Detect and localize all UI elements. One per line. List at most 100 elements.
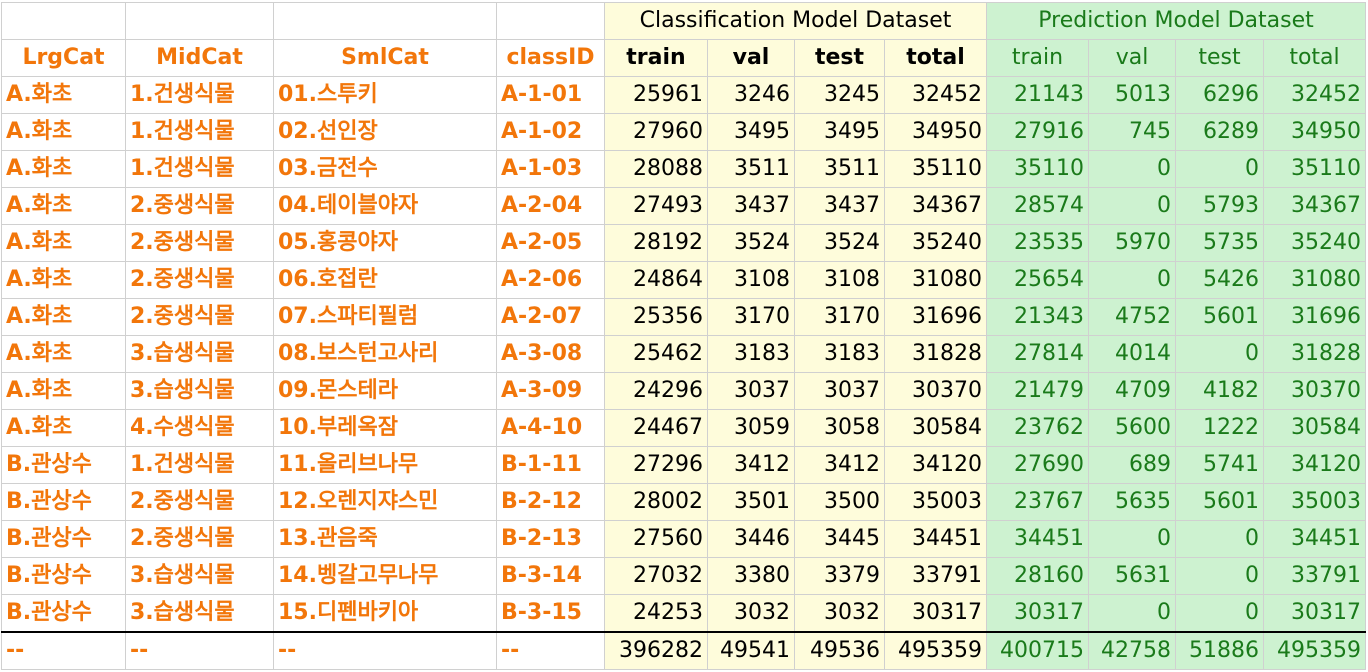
lrgcat-cell: A.화초 [1,372,126,410]
pred-train-cell: 23535 [986,224,1089,262]
cls-test-cell: 3445 [794,520,885,558]
table-row: A.화초 1.건생식물 01.스투키 A-1-01 25961 3246 3245 32452… [1,76,1366,114]
table-row: A.화초 2.중생식물 05.홍콩야자 A-2-05 28192 3524 3524 3524… [1,224,1366,262]
cls-val-cell: 3511 [707,150,795,188]
midcat-cell: 3.습생식물 [125,594,274,633]
midcat-cell: 2.중생식물 [125,261,274,299]
pred-total-cell: 35240 [1263,224,1366,262]
pred-train-cell: 35110 [986,150,1089,188]
pred-val-cell: 0 [1088,520,1176,558]
cls-total-cell: 33791 [884,557,987,595]
col-header-pred-test: test [1175,39,1264,77]
cls-total-cell: 34950 [884,113,987,151]
table-row: A.화초 1.건생식물 02.선인장 A-1-02 27960 3495 3495 34950… [1,113,1366,151]
classid-cell: B-2-13 [496,520,605,558]
cls-total-cell: 30370 [884,372,987,410]
cls-val-cell: 3437 [707,187,795,225]
table-row: A.화초 3.습생식물 08.보스턴고사리 A-3-08 25462 3183 3183 31… [1,335,1366,373]
pred-val-cell: 42758 [1088,631,1176,670]
pred-val-cell: 4752 [1088,298,1176,336]
cls-train-cell: 24296 [604,372,708,410]
totals-row: -- -- -- -- 396282 49541 49536 495359 400715 4275… [1,631,1366,670]
table-row: A.화초 2.중생식물 06.호접란 A-2-06 24864 3108 3108 31080… [1,261,1366,299]
pred-train-cell: 27690 [986,446,1089,484]
pred-test-cell: 0 [1175,557,1264,595]
pred-val-cell: 5635 [1088,483,1176,521]
lrgcat-cell: B.관상수 [1,446,126,484]
pred-val-cell: 5631 [1088,557,1176,595]
pred-test-cell: 4182 [1175,372,1264,410]
cls-test-cell: 3524 [794,224,885,262]
classid-cell: -- [496,631,605,670]
cls-total-cell: 30584 [884,409,987,447]
cls-test-cell: 3058 [794,409,885,447]
lrgcat-cell: B.관상수 [1,520,126,558]
smlcat-cell: 14.벵갈고무나무 [273,557,497,595]
cls-total-cell: 31828 [884,335,987,373]
blank-cell [1,2,126,40]
table-row: B.관상수 1.건생식물 11.올리브나무 B-1-11 27296 3412 3412 34… [1,446,1366,484]
pred-total-cell: 30317 [1263,594,1366,633]
pred-train-cell: 21143 [986,76,1089,114]
pred-train-cell: 27814 [986,335,1089,373]
cls-val-cell: 3032 [707,594,795,633]
cls-test-cell: 3511 [794,150,885,188]
table-row: B.관상수 3.습생식물 15.디펜바키아 B-3-15 24253 3032 3032 30… [1,594,1366,633]
classid-cell: A-2-05 [496,224,605,262]
col-header-pred-train: train [986,39,1089,77]
cls-train-cell: 24467 [604,409,708,447]
classid-cell: B-2-12 [496,483,605,521]
pred-test-cell: 6296 [1175,76,1264,114]
smlcat-cell: 13.관음죽 [273,520,497,558]
pred-train-cell: 21479 [986,372,1089,410]
pred-total-cell: 30584 [1263,409,1366,447]
pred-test-cell: 51886 [1175,631,1264,670]
cls-val-cell: 3446 [707,520,795,558]
table-row: A.화초 1.건생식물 03.금전수 A-1-03 28088 3511 3511 35110… [1,150,1366,188]
midcat-cell: 3.습생식물 [125,335,274,373]
smlcat-cell: 05.홍콩야자 [273,224,497,262]
col-header-midcat: MidCat [125,39,274,77]
pred-test-cell: 0 [1175,335,1264,373]
pred-total-cell: 31696 [1263,298,1366,336]
table-row: B.관상수 2.중생식물 13.관음죽 B-2-13 27560 3446 3445 3445… [1,520,1366,558]
pred-train-cell: 27916 [986,113,1089,151]
pred-val-cell: 0 [1088,594,1176,633]
table-row: B.관상수 2.중생식물 12.오렌지쟈스민 B-2-12 28002 3501 3500 3… [1,483,1366,521]
lrgcat-cell: A.화초 [1,76,126,114]
cls-val-cell: 3380 [707,557,795,595]
pred-total-cell: 35003 [1263,483,1366,521]
cls-test-cell: 3437 [794,187,885,225]
pred-train-cell: 21343 [986,298,1089,336]
classid-cell: A-2-06 [496,261,605,299]
pred-train-cell: 34451 [986,520,1089,558]
cls-train-cell: 24253 [604,594,708,633]
classid-cell: A-1-02 [496,113,605,151]
cls-train-cell: 27032 [604,557,708,595]
midcat-cell: 3.습생식물 [125,372,274,410]
pred-total-cell: 34120 [1263,446,1366,484]
cls-test-cell: 3108 [794,261,885,299]
pred-test-cell: 1222 [1175,409,1264,447]
cls-train-cell: 25356 [604,298,708,336]
smlcat-cell: 06.호접란 [273,261,497,299]
table-row: A.화초 4.수생식물 10.부레옥잠 A-4-10 24467 3059 3058 3058… [1,409,1366,447]
classid-cell: A-1-03 [496,150,605,188]
table-row: A.화초 2.중생식물 04.테이블야자 A-2-04 27493 3437 3437 343… [1,187,1366,225]
smlcat-cell: 04.테이블야자 [273,187,497,225]
cls-val-cell: 3412 [707,446,795,484]
cls-train-cell: 25462 [604,335,708,373]
cls-train-cell: 396282 [604,631,708,670]
pred-total-cell: 35110 [1263,150,1366,188]
midcat-cell: 1.건생식물 [125,76,274,114]
cls-total-cell: 495359 [884,631,987,670]
smlcat-cell: 08.보스턴고사리 [273,335,497,373]
pred-val-cell: 0 [1088,261,1176,299]
lrgcat-cell: A.화초 [1,113,126,151]
midcat-cell: 1.건생식물 [125,150,274,188]
classid-cell: A-4-10 [496,409,605,447]
pred-val-cell: 4014 [1088,335,1176,373]
blank-cell [496,2,605,40]
cls-total-cell: 31080 [884,261,987,299]
